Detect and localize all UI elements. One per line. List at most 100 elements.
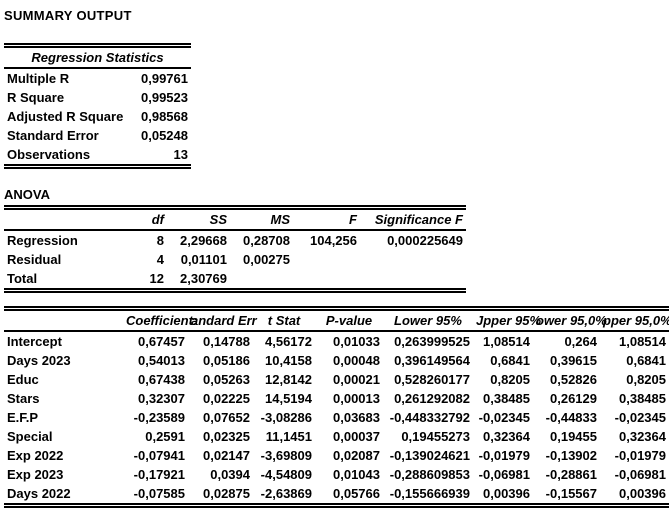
row-label: Adjusted R Square <box>7 109 124 124</box>
row-label: Exp 2023 <box>7 467 64 482</box>
cell-value: 0,03683 <box>333 410 380 425</box>
cell-value: 2,29668 <box>180 233 227 248</box>
row-label: Stars <box>7 391 40 406</box>
cell-value: 0,67438 <box>138 372 185 387</box>
cell-value: 0,8205 <box>626 372 666 387</box>
summary-output-title: SUMMARY OUTPUT <box>4 8 132 23</box>
table-row: Observations 13 <box>4 145 191 167</box>
cell-value: -0,448332792 <box>389 410 470 425</box>
table-row: Exp 2023 -0,17921 0,0394 -4,54809 0,0104… <box>4 465 669 484</box>
cell-value: -0,01979 <box>478 448 530 463</box>
cell-value: 0,07652 <box>203 410 250 425</box>
cell-value: -0,15567 <box>545 486 597 501</box>
cell-value: 0,26129 <box>550 391 597 406</box>
cell-value: 0,00396 <box>483 486 530 501</box>
cell-value: 0,99523 <box>141 90 188 105</box>
cell-value: 0,00396 <box>619 486 666 501</box>
corner-cell <box>4 308 123 332</box>
cell-value: 12 <box>149 271 164 286</box>
anova-title: ANOVA <box>4 187 50 202</box>
row-label: Exp 2022 <box>7 448 64 463</box>
cell-value: -0,28861 <box>545 467 597 482</box>
cell-value: 0,02325 <box>203 429 250 444</box>
column-header: Lower 95% <box>383 308 473 332</box>
cell-value: 0,19455 <box>550 429 597 444</box>
cell-value: 2,30769 <box>180 271 227 286</box>
cell-value: -0,07585 <box>133 486 185 501</box>
cell-value: 0,32364 <box>483 429 530 444</box>
column-header: Coefficient: <box>123 308 197 332</box>
cell-value <box>360 250 466 269</box>
cell-value: 0,00037 <box>333 429 380 444</box>
row-label: Multiple R <box>7 71 70 86</box>
cell-value: 11,1451 <box>265 429 312 444</box>
cell-value: 0,264 <box>564 334 597 349</box>
cell-value: 0,38485 <box>483 391 530 406</box>
cell-value: 0,05263 <box>203 372 250 387</box>
regression-statistics-header: Regression Statistics <box>4 45 191 69</box>
cell-value: 0,67457 <box>138 334 185 349</box>
cell-value: 0,14788 <box>203 334 250 349</box>
cell-value: -2,63869 <box>260 486 312 501</box>
cell-value: 0,05248 <box>141 128 188 143</box>
table-row: Educ 0,67438 0,05263 12,8142 0,00021 0,5… <box>4 370 669 389</box>
cell-value: 0,32307 <box>138 391 185 406</box>
row-label: Special <box>7 429 53 444</box>
row-label: Days 2023 <box>7 353 71 368</box>
cell-value: 0,99761 <box>141 71 188 86</box>
cell-value: 0,00275 <box>243 252 290 267</box>
table-row: Standard Error 0,05248 <box>4 126 191 145</box>
cell-value: -4,54809 <box>260 467 312 482</box>
cell-value: 0,01043 <box>333 467 380 482</box>
cell-value: 0,28708 <box>243 233 290 248</box>
cell-value <box>230 269 293 291</box>
cell-value: 13 <box>173 147 188 162</box>
cell-value: 0,02147 <box>203 448 250 463</box>
cell-value: -0,23589 <box>133 410 185 425</box>
cell-value: 0,02875 <box>203 486 250 501</box>
regression-statistics-table: Regression Statistics Multiple R 0,99761… <box>4 43 191 169</box>
table-row: Regression Statistics <box>4 45 191 69</box>
table-row: Adjusted R Square 0,98568 <box>4 107 191 126</box>
cell-value <box>293 250 360 269</box>
cell-value: 8 <box>156 233 164 248</box>
cell-value: 0,52826 <box>550 372 597 387</box>
cell-value: 0,6841 <box>490 353 530 368</box>
row-label: Intercept <box>7 334 62 349</box>
anova-table: df SS MS F Significance F Regression 8 2… <box>4 205 466 293</box>
cell-value: 10,4158 <box>265 353 312 368</box>
cell-value: 0,00048 <box>333 353 380 368</box>
cell-value: 0,02087 <box>333 448 380 463</box>
cell-value: -0,288609853 <box>389 467 470 482</box>
cell-value: -0,139024621 <box>389 448 470 463</box>
cell-value: 0,19455273 <box>401 429 470 444</box>
column-header: Significance F <box>360 207 466 231</box>
table-row: Exp 2022 -0,07941 0,02147 -3,69809 0,020… <box>4 446 669 465</box>
cell-value: 0,38485 <box>619 391 666 406</box>
cell-value: -0,06981 <box>614 467 666 482</box>
table-row: Total 12 2,30769 <box>4 269 466 291</box>
cell-value: -0,13902 <box>545 448 597 463</box>
cell-value: -3,08286 <box>260 410 312 425</box>
table-row: Multiple R 0,99761 <box>4 68 191 88</box>
row-label: Observations <box>7 147 91 162</box>
column-header: F <box>293 207 360 231</box>
cell-value: 0,54013 <box>138 353 185 368</box>
table-row: Intercept 0,67457 0,14788 4,56172 0,0103… <box>4 331 669 351</box>
cell-value: 0,01101 <box>180 252 227 267</box>
cell-value: 4 <box>156 252 164 267</box>
cell-value: -3,69809 <box>260 448 312 463</box>
row-label: Regression <box>7 233 78 248</box>
cell-value: -0,155666939 <box>389 486 470 501</box>
cell-value: 1,08514 <box>619 334 666 349</box>
cell-value: 0,05766 <box>333 486 380 501</box>
table-row: E.F.P -0,23589 0,07652 -3,08286 0,03683 … <box>4 408 669 427</box>
table-row: Days 2023 0,54013 0,05186 10,4158 0,0004… <box>4 351 669 370</box>
cell-value: 0,32364 <box>619 429 666 444</box>
column-header: MS <box>230 207 293 231</box>
cell-value: 14,5194 <box>265 391 312 406</box>
cell-value: -0,02345 <box>478 410 530 425</box>
table-row: Regression 8 2,29668 0,28708 104,256 0,0… <box>4 230 466 250</box>
table-row: Stars 0,32307 0,02225 14,5194 0,00013 0,… <box>4 389 669 408</box>
